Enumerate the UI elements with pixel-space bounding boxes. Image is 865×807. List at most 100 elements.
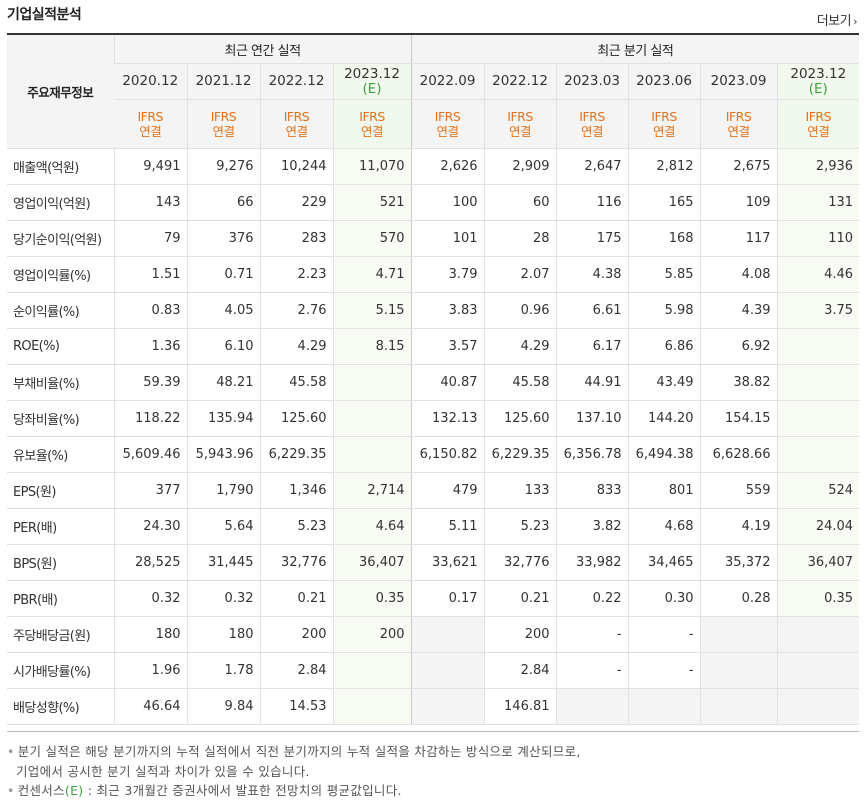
row-label: 당좌비율(%) bbox=[7, 400, 114, 437]
value-cell: 36,407 bbox=[332, 544, 412, 581]
value-cell: 0.71 bbox=[186, 256, 260, 293]
value-cell bbox=[332, 436, 412, 473]
row-label: 부채비율(%) bbox=[7, 364, 114, 401]
value-cell: 32,776 bbox=[483, 544, 557, 581]
financial-table: 주요재무정보 최근 연간 실적 최근 분기 실적 2020.12 2021.12 2… bbox=[7, 35, 860, 725]
value-cell bbox=[776, 436, 860, 473]
value-cell: 5.23 bbox=[483, 508, 557, 545]
value-cell: 3.57 bbox=[410, 328, 485, 365]
value-cell: 0.21 bbox=[259, 580, 333, 617]
value-cell: 2,936 bbox=[776, 148, 860, 185]
value-cell: 35,372 bbox=[699, 544, 778, 581]
period-header: 2021.12 bbox=[186, 63, 260, 100]
row-label: 주당배당금(원) bbox=[7, 616, 114, 653]
value-cell: 5.15 bbox=[332, 292, 412, 329]
value-cell bbox=[699, 616, 778, 653]
table-row: 당좌비율(%) 118.22 135.94 125.60 132.13 125.60 137… bbox=[7, 400, 860, 437]
value-cell: 6,150.82 bbox=[410, 436, 485, 473]
value-cell: 9,276 bbox=[186, 148, 260, 185]
value-cell: 109 bbox=[699, 184, 778, 221]
value-cell bbox=[699, 688, 778, 725]
value-cell: 0.35 bbox=[332, 580, 412, 617]
value-cell: 9,491 bbox=[113, 148, 187, 185]
value-cell: 32,776 bbox=[259, 544, 333, 581]
value-cell: - bbox=[627, 652, 701, 689]
value-cell: 283 bbox=[259, 220, 333, 257]
row-label: EPS(원) bbox=[7, 472, 114, 509]
footnote-1: • 분기 실적은 해당 분기까지의 누적 실적에서 직전 분기까지의 누적 실적을… bbox=[7, 744, 581, 759]
value-cell: 45.58 bbox=[483, 364, 557, 401]
value-cell: 2.07 bbox=[483, 256, 557, 293]
footnote-2: • 컨센서스(E) : 최근 3개월간 증권사에서 발표한 전망치의 평균값입니다… bbox=[7, 783, 402, 798]
footnotes: • 분기 실적은 해당 분기까지의 누적 실적에서 직전 분기까지의 누적 실적을… bbox=[7, 742, 581, 801]
value-cell: 5.85 bbox=[627, 256, 701, 293]
value-cell: 180 bbox=[186, 616, 260, 653]
value-cell: 28 bbox=[483, 220, 557, 257]
value-cell: 2,626 bbox=[410, 148, 485, 185]
value-cell: 79 bbox=[113, 220, 187, 257]
value-cell: 31,445 bbox=[186, 544, 260, 581]
value-cell bbox=[776, 364, 860, 401]
value-cell: 131 bbox=[776, 184, 860, 221]
value-cell: 36,407 bbox=[776, 544, 860, 581]
row-label: 유보율(%) bbox=[7, 436, 114, 473]
row-label: 배당성향(%) bbox=[7, 688, 114, 725]
row-label: ROE(%) bbox=[7, 328, 114, 365]
value-cell: 4.46 bbox=[776, 256, 860, 293]
more-label[interactable]: 더보기 bbox=[816, 14, 852, 29]
value-cell: 524 bbox=[776, 472, 860, 509]
value-cell: 200 bbox=[332, 616, 412, 653]
value-cell: 144.20 bbox=[627, 400, 701, 437]
value-cell: 0.32 bbox=[186, 580, 260, 617]
more-link[interactable]: 더보기 › bbox=[816, 10, 858, 29]
footnote-1-cont: 기업에서 공시한 분기 실적과 차이가 있을 수 있습니다. bbox=[16, 763, 310, 779]
row-label: 영업이익률(%) bbox=[7, 256, 114, 293]
value-cell: 46.64 bbox=[113, 688, 187, 725]
ifrs-basis-header: IFRS 연결 bbox=[186, 99, 260, 149]
value-cell: 59.39 bbox=[113, 364, 187, 401]
estimate-mark: (E) bbox=[808, 80, 828, 97]
value-cell: 135.94 bbox=[186, 400, 260, 437]
table-row: 부채비율(%) 59.39 48.21 45.58 40.87 45.58 44.91 43.… bbox=[7, 364, 860, 401]
value-cell: 1.36 bbox=[113, 328, 187, 365]
value-cell: 521 bbox=[332, 184, 412, 221]
value-cell: 125.60 bbox=[483, 400, 557, 437]
value-cell: 479 bbox=[410, 472, 485, 509]
value-cell: 0.17 bbox=[410, 580, 485, 617]
table-row: 매출액(억원) 9,491 9,276 10,244 11,070 2,626 2,909 2… bbox=[7, 148, 860, 185]
period-header: 2023.03 bbox=[555, 63, 629, 100]
value-cell: 4.29 bbox=[259, 328, 333, 365]
table-row: PBR(배) 0.32 0.32 0.21 0.35 0.17 0.21 0.22 0.30 0.… bbox=[7, 580, 860, 617]
value-cell: 6,229.35 bbox=[483, 436, 557, 473]
period-header: 2023.06 bbox=[627, 63, 701, 100]
value-cell: 10,244 bbox=[259, 148, 333, 185]
value-cell: 2,647 bbox=[555, 148, 629, 185]
value-cell bbox=[776, 616, 860, 653]
value-cell bbox=[555, 688, 629, 725]
value-cell: 125.60 bbox=[259, 400, 333, 437]
value-cell: 14.53 bbox=[259, 688, 333, 725]
value-cell: 116 bbox=[555, 184, 629, 221]
bullet-icon: • bbox=[7, 744, 15, 759]
value-cell: 1,346 bbox=[259, 472, 333, 509]
chevron-right-icon: › bbox=[853, 15, 857, 28]
value-cell: 377 bbox=[113, 472, 187, 509]
value-cell: 2.84 bbox=[259, 652, 333, 689]
value-cell: 1,790 bbox=[186, 472, 260, 509]
table-row: 순이익률(%) 0.83 4.05 2.76 5.15 3.83 0.96 6.61 5.98 4… bbox=[7, 292, 860, 329]
value-cell: 44.91 bbox=[555, 364, 629, 401]
value-cell: 6.17 bbox=[555, 328, 629, 365]
row-label: 시가배당률(%) bbox=[7, 652, 114, 689]
value-cell bbox=[699, 652, 778, 689]
value-cell: 200 bbox=[483, 616, 557, 653]
value-cell: 9.84 bbox=[186, 688, 260, 725]
value-cell: 4.19 bbox=[699, 508, 778, 545]
value-cell: 5.23 bbox=[259, 508, 333, 545]
period-header: 2020.12 bbox=[114, 63, 187, 100]
value-cell: 2.23 bbox=[259, 256, 333, 293]
value-cell: 45.58 bbox=[259, 364, 333, 401]
value-cell: 2.84 bbox=[483, 652, 557, 689]
row-label: PBR(배) bbox=[7, 580, 114, 617]
annual-group-header: 최근 연간 실적 bbox=[113, 35, 412, 64]
value-cell: 5.98 bbox=[627, 292, 701, 329]
